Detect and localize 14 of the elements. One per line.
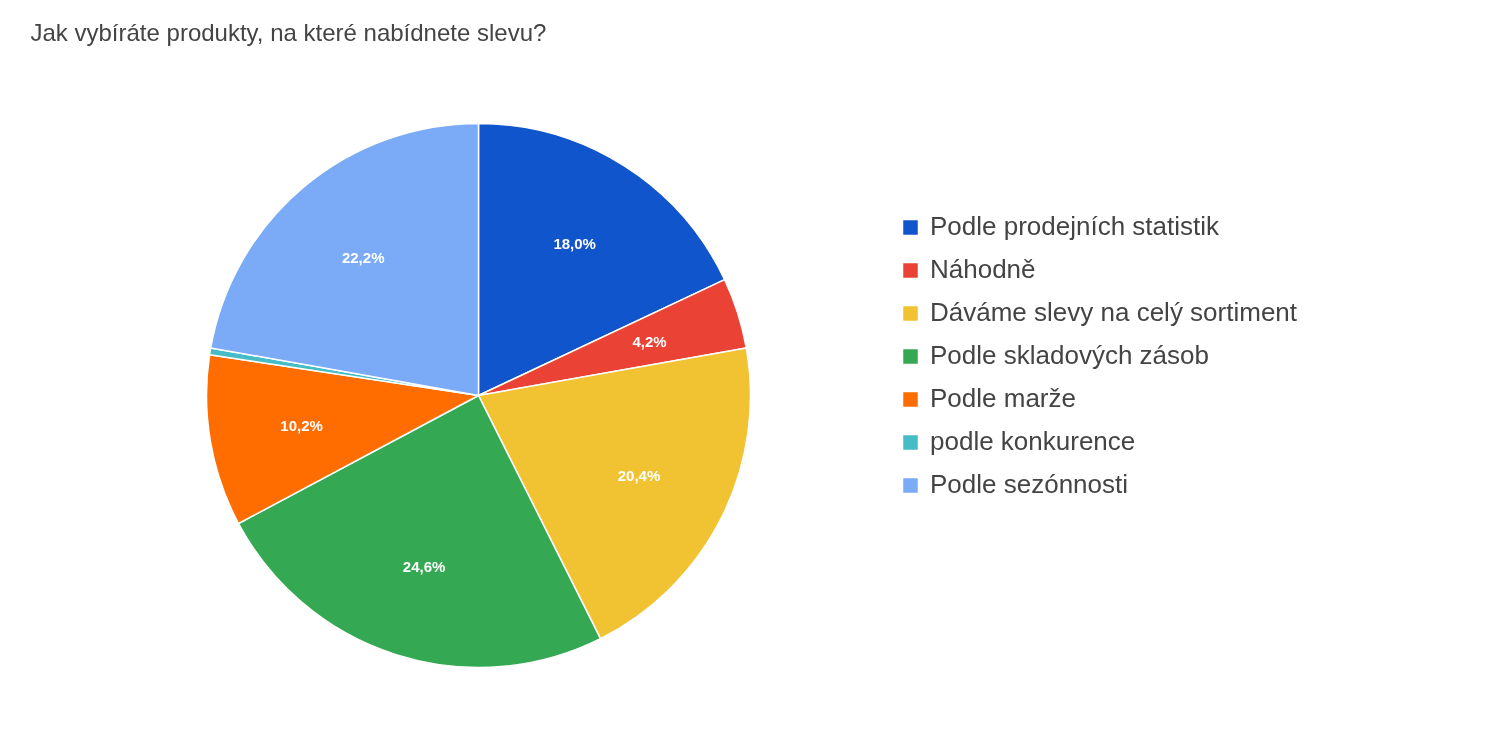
data-label: 20,4% [617, 467, 661, 485]
legend-label: Podle prodejních statistik [930, 211, 1220, 242]
legend-label: Podle sezónnosti [930, 469, 1129, 500]
data-label: 10,2% [280, 417, 323, 435]
data-label: 22,2% [341, 249, 385, 267]
legend-label: Náhodně [930, 254, 1036, 285]
data-label: 18,0% [553, 235, 596, 253]
data-label: 24,6% [402, 558, 446, 576]
data-label: 4,2% [632, 332, 667, 350]
legend-label: Podle marže [930, 383, 1076, 414]
legend-label: Dáváme slevy na celý sortiment [930, 297, 1298, 328]
legend-label: Podle skladových zásob [930, 340, 1209, 371]
legend-label: podle konkurence [930, 426, 1136, 457]
chart-title: Jak vybíráte produkty, na které nabídnete slevu? [30, 18, 547, 46]
